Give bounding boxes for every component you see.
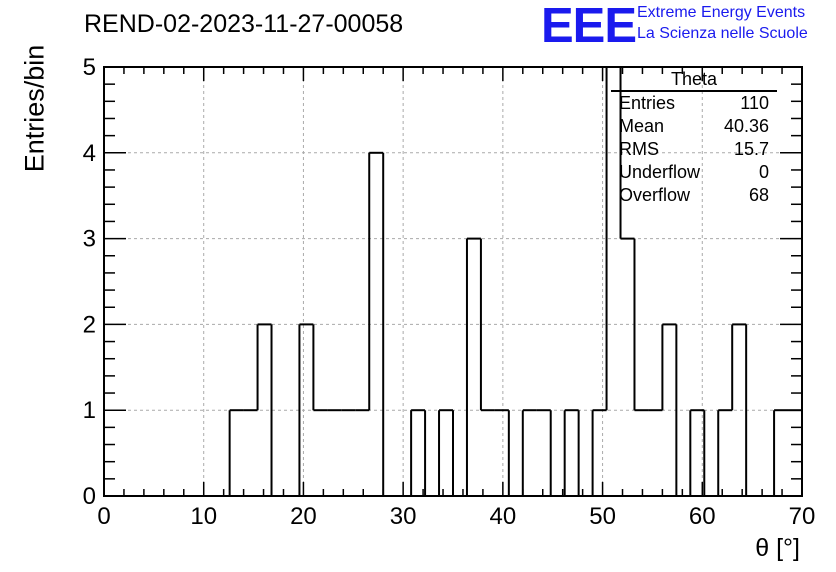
stats-box: Theta Entries 110 Mean 40.36 RMS 15.7 Un…: [611, 68, 777, 207]
stats-label: Overflow: [619, 185, 691, 205]
y-tick-label: 0: [83, 483, 96, 510]
stats-label: Underflow: [619, 162, 701, 182]
stats-row-underflow: Underflow 0: [611, 161, 777, 184]
y-tick-label: 5: [83, 54, 96, 81]
stats-value: 40.36: [723, 116, 769, 136]
x-axis-title: θ [°]: [755, 534, 800, 562]
stats-title: Theta: [611, 68, 777, 92]
x-tick-label: 70: [789, 503, 816, 530]
y-tick-label: 1: [83, 397, 96, 424]
stats-row-mean: Mean 40.36: [611, 115, 777, 138]
logo-line-1: Extreme Energy Events: [637, 4, 806, 21]
x-tick-label: 60: [689, 503, 716, 530]
stats-value: 0: [758, 162, 769, 182]
y-tick-label: 4: [83, 140, 96, 167]
stats-label: Entries: [619, 93, 676, 113]
x-tick-label: 20: [290, 503, 317, 530]
stats-row-rms: RMS 15.7: [611, 138, 777, 161]
stats-value: 68: [748, 185, 769, 205]
stats-row-overflow: Overflow 68: [611, 184, 777, 207]
stats-label: Mean: [619, 116, 665, 136]
stats-value: 15.7: [733, 139, 769, 159]
eee-logo: EEE: [541, 0, 637, 53]
plot-frame: [103, 66, 803, 497]
logo-line-2: La Scienza nelle Scuole: [637, 25, 808, 42]
stats-value: 110: [740, 93, 769, 113]
stats-row-entries: Entries 110: [611, 92, 777, 115]
y-tick-label: 2: [83, 311, 96, 338]
x-tick-label: 40: [490, 503, 517, 530]
x-tick-label: 30: [390, 503, 417, 530]
x-tick-label: 0: [97, 503, 110, 530]
x-tick-label: 50: [589, 503, 616, 530]
chart-title: REND-02-2023-11-27-00058: [84, 10, 404, 38]
y-tick-label: 3: [83, 226, 96, 253]
stats-label: RMS: [619, 139, 659, 159]
x-tick-label: 10: [190, 503, 217, 530]
